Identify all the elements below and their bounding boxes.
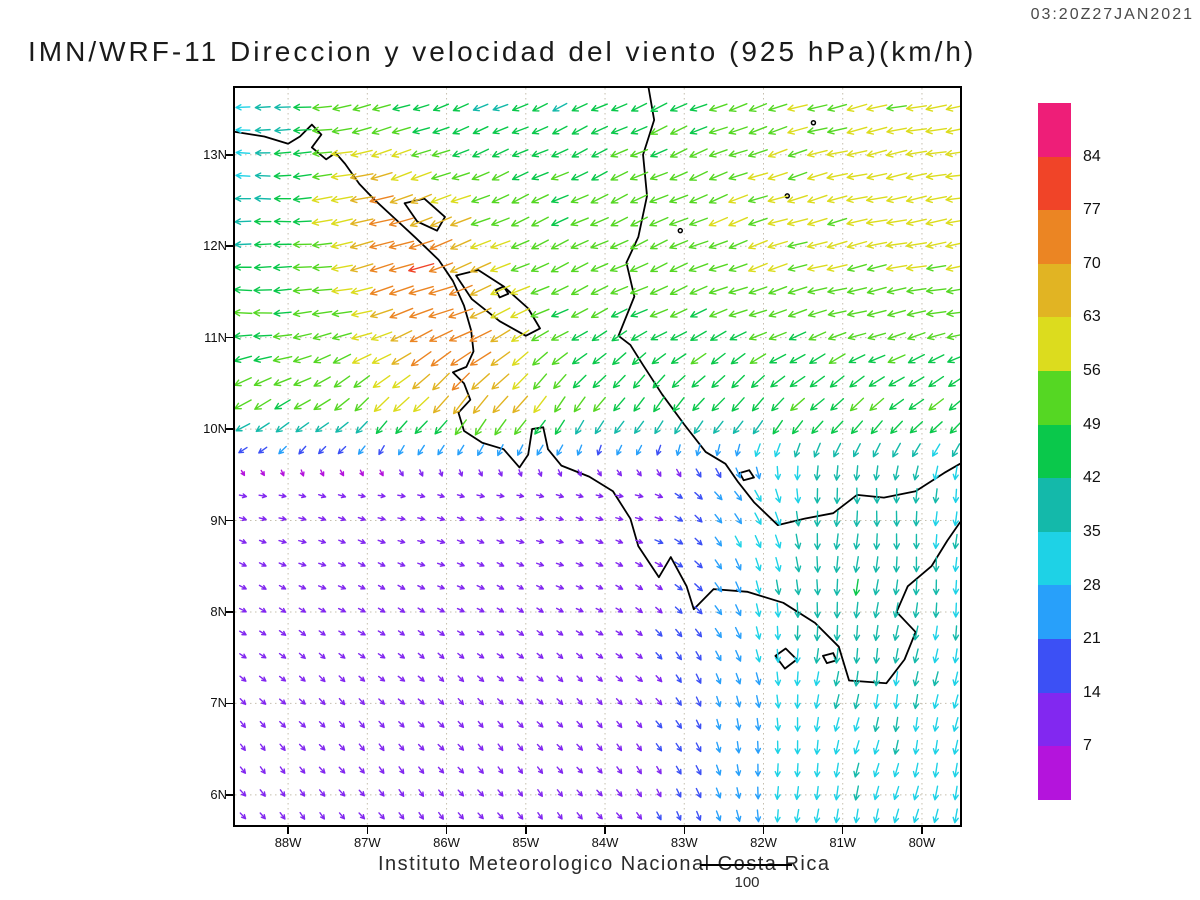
colorbar <box>1038 103 1071 800</box>
x-tick-mark <box>762 827 765 834</box>
colorbar-segment <box>1038 103 1071 157</box>
x-tick-label: 83W <box>670 835 698 850</box>
colorbar-segment <box>1038 692 1071 747</box>
x-tick-label: 85W <box>512 835 540 850</box>
x-tick-label: 82W <box>750 835 777 850</box>
y-tick-label: 11N <box>204 329 227 345</box>
x-tick-mark <box>525 827 527 834</box>
x-tick-mark <box>366 827 369 834</box>
colorbar-label: 14 <box>1083 683 1101 701</box>
reference-vector-line <box>700 864 792 866</box>
x-tick-mark <box>921 827 923 834</box>
x-tick-label: 86W <box>433 835 460 850</box>
colorbar-segment <box>1038 478 1071 532</box>
colorbar-segment <box>1038 317 1071 372</box>
colorbar-label: 35 <box>1083 522 1101 540</box>
colorbar-label: 49 <box>1083 415 1101 433</box>
colorbar-segment <box>1038 531 1071 586</box>
colorbar-segment <box>1038 746 1071 800</box>
x-tick-label: 87W <box>353 835 381 850</box>
colorbar-label: 70 <box>1083 254 1101 272</box>
colorbar-label: 28 <box>1083 576 1101 594</box>
x-tick-label: 88W <box>274 835 302 850</box>
y-tick-label: 10N <box>203 421 227 437</box>
colorbar-segment <box>1038 585 1071 640</box>
reference-vector-label: 100 <box>734 874 760 891</box>
colorbar-label: 42 <box>1083 469 1101 487</box>
colorbar-segment <box>1038 210 1071 264</box>
valid-time: 03:20Z27JAN2021 <box>1030 6 1194 23</box>
chart-title: IMN/WRF-11 Direccion y velocidad del vie… <box>28 36 977 67</box>
y-tick-label: 6N <box>210 786 227 802</box>
y-tick-mark <box>226 154 233 156</box>
y-tick-mark <box>226 519 233 522</box>
y-tick-label: 12N <box>203 238 227 254</box>
x-tick-mark <box>287 827 289 834</box>
colorbar-segment <box>1038 371 1071 425</box>
wind-vector-map-canvas <box>235 88 960 825</box>
y-tick-mark <box>226 336 233 339</box>
y-tick-label: 8N <box>210 603 227 619</box>
x-tick-mark <box>604 827 606 834</box>
colorbar-label: 77 <box>1083 201 1101 219</box>
y-tick-mark <box>226 245 233 247</box>
colorbar-label: 63 <box>1083 308 1101 326</box>
y-tick-label: 7N <box>210 695 227 711</box>
map-plot-area <box>233 86 962 827</box>
y-tick-label: 9N <box>210 512 227 528</box>
caption: Instituto Meteorologico Nacional Costa R… <box>378 853 831 875</box>
y-tick-mark <box>226 428 233 430</box>
x-tick-mark <box>683 827 685 834</box>
y-tick-mark <box>226 702 233 705</box>
x-tick-label: 81W <box>829 835 857 850</box>
x-tick-mark <box>841 827 844 834</box>
colorbar-segment <box>1038 424 1071 479</box>
y-tick-mark <box>226 611 233 613</box>
y-tick-mark <box>226 794 233 796</box>
x-tick-mark <box>445 827 448 834</box>
colorbar-label: 84 <box>1083 147 1101 165</box>
colorbar-label: 56 <box>1083 362 1101 380</box>
colorbar-segment <box>1038 639 1071 693</box>
colorbar-segment <box>1038 156 1071 211</box>
x-tick-label: 84W <box>591 835 619 850</box>
y-tick-label: 13N <box>203 146 227 162</box>
colorbar-segment <box>1038 263 1071 318</box>
colorbar-label: 7 <box>1083 737 1092 755</box>
colorbar-label: 21 <box>1083 630 1101 648</box>
x-tick-label: 80W <box>908 835 936 850</box>
